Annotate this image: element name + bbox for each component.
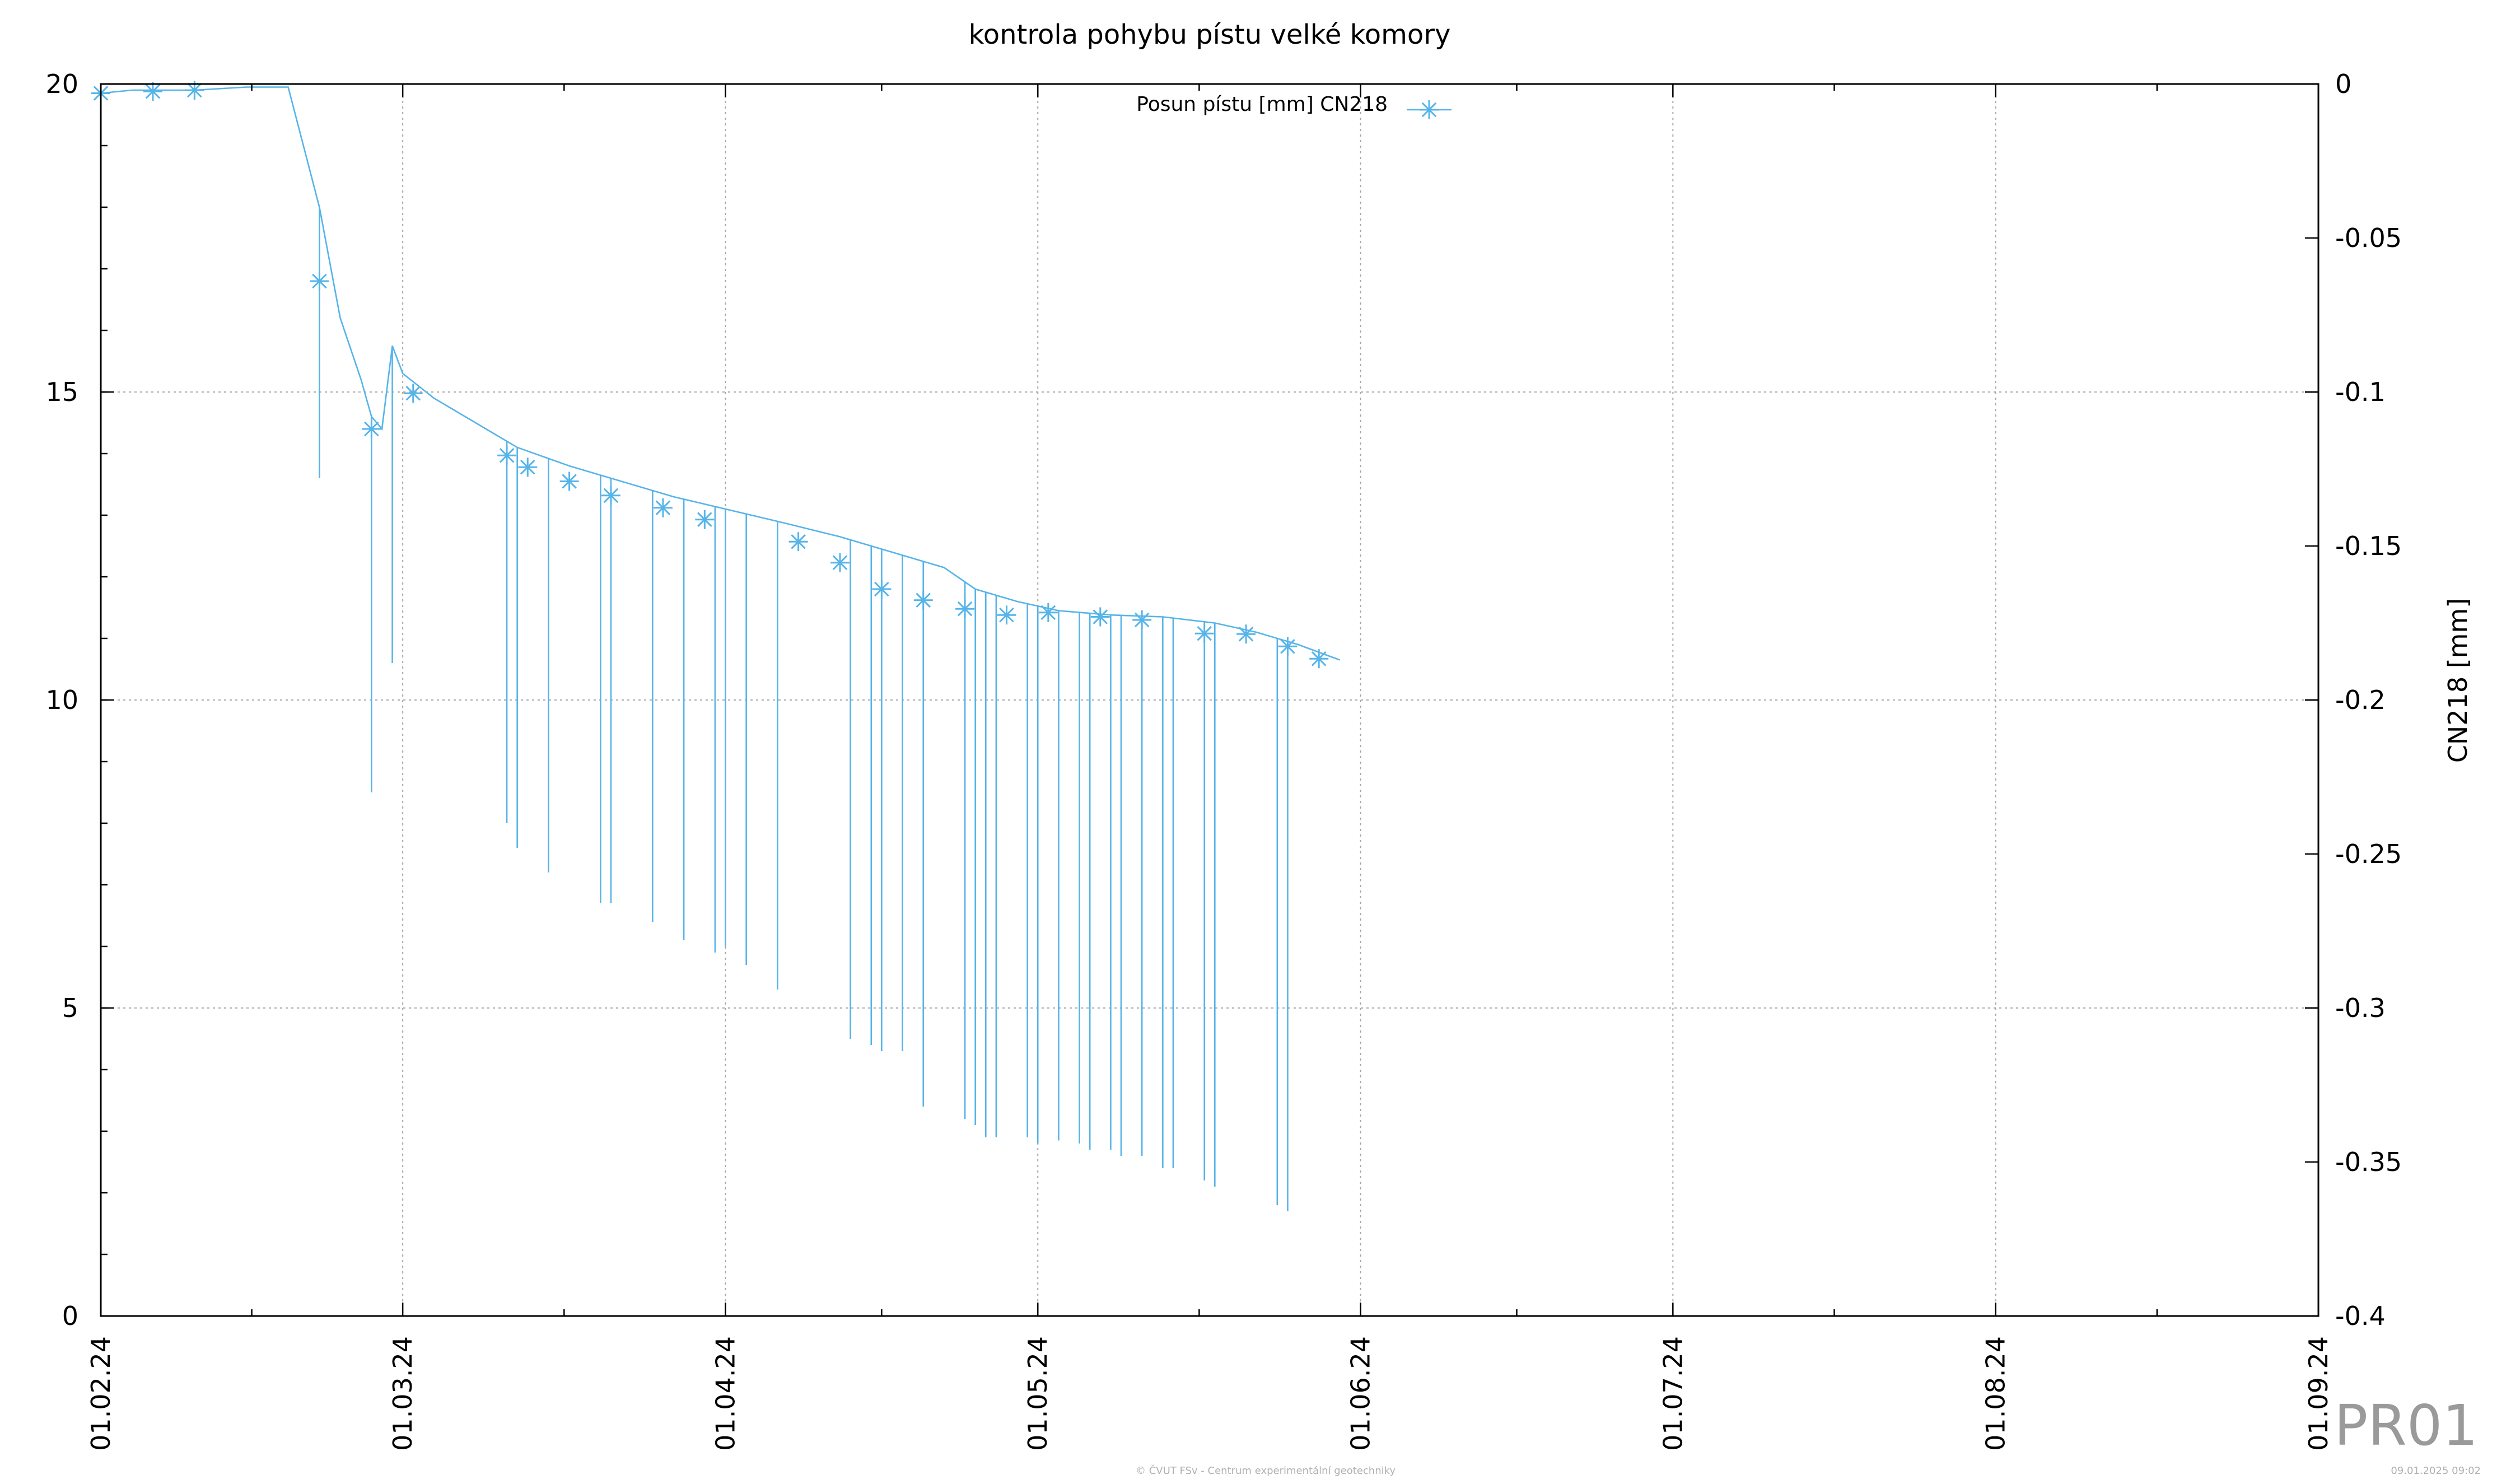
chart-title: kontrola pohybu pístu velké komory xyxy=(969,19,1451,50)
y-tick-label: 15 xyxy=(45,377,78,407)
x-tick-label: 01.06.24 xyxy=(1346,1336,1376,1451)
series-marker xyxy=(143,82,162,101)
grid xyxy=(101,84,2318,1316)
y2-tick-label: -0.3 xyxy=(2335,993,2386,1023)
series-marker xyxy=(1194,624,1214,643)
footer-timestamp: 09.01.2025 09:02 xyxy=(2391,1465,2481,1477)
y-tick-label: 0 xyxy=(62,1301,78,1331)
series-posun-pistu xyxy=(91,81,1340,1211)
y2-tick-label: -0.2 xyxy=(2335,685,2386,715)
y2-tick-label: -0.35 xyxy=(2335,1147,2402,1177)
series-marker xyxy=(872,580,892,599)
y2-tick-label: 0 xyxy=(2335,69,2351,99)
series-marker xyxy=(601,486,620,505)
series-marker xyxy=(518,458,538,477)
series-marker xyxy=(559,472,579,491)
series-marker xyxy=(1038,603,1058,622)
y-tick-label: 20 xyxy=(45,69,78,99)
y2-tick-label: -0.4 xyxy=(2335,1301,2386,1331)
y2-tick-label: -0.15 xyxy=(2335,531,2402,561)
legend-label: Posun pístu [mm] CN218 xyxy=(1136,93,1388,116)
series-marker xyxy=(830,553,850,572)
series-marker xyxy=(403,384,423,403)
legend-marker xyxy=(1420,100,1439,119)
axis-ticks: 0 5 10 15 20 -0.4 -0.35 -0.3 -0.25 -0.2 -0.15 -0.1 -… xyxy=(45,69,2402,1451)
y2-tick-label: -0.1 xyxy=(2335,377,2386,407)
series-marker xyxy=(695,510,715,529)
series-marker xyxy=(1090,607,1110,627)
x-tick-label: 01.08.24 xyxy=(1981,1336,2011,1451)
y2-axis-label: CN218 [mm] xyxy=(2443,598,2473,763)
y2-tick-label: -0.25 xyxy=(2335,839,2402,869)
series-line xyxy=(100,86,1340,661)
series-marker xyxy=(1132,610,1152,629)
x-tick-label: 01.07.24 xyxy=(1658,1336,1688,1451)
x-tick-label: 01.02.24 xyxy=(86,1336,116,1451)
y-tick-label: 10 xyxy=(45,685,78,715)
x-tick-label: 01.05.24 xyxy=(1023,1336,1053,1451)
series-marker xyxy=(1309,649,1329,669)
legend: Posun pístu [mm] CN218 xyxy=(1136,93,1452,119)
x-tick-label: 01.03.24 xyxy=(388,1336,418,1451)
series-marker xyxy=(185,81,204,100)
series-marker xyxy=(913,590,933,610)
x-tick-label: 01.09.24 xyxy=(2303,1336,2334,1451)
x-tick-label: 01.04.24 xyxy=(710,1336,740,1451)
y2-tick-label: -0.05 xyxy=(2335,223,2402,253)
watermark: PR01 xyxy=(2334,1393,2478,1458)
series-marker xyxy=(788,532,808,552)
series-marker xyxy=(1236,624,1256,644)
series-marker xyxy=(653,498,673,517)
series-marker xyxy=(1278,637,1298,656)
footer-copyright: © ČVUT FSv - Centrum experimentální geot… xyxy=(1136,1464,1396,1477)
series-marker xyxy=(997,605,1016,625)
series-marker xyxy=(955,599,975,619)
y-tick-label: 5 xyxy=(62,993,78,1023)
series-marker xyxy=(362,419,381,438)
series-marker xyxy=(310,272,329,291)
series-marker xyxy=(497,446,517,465)
